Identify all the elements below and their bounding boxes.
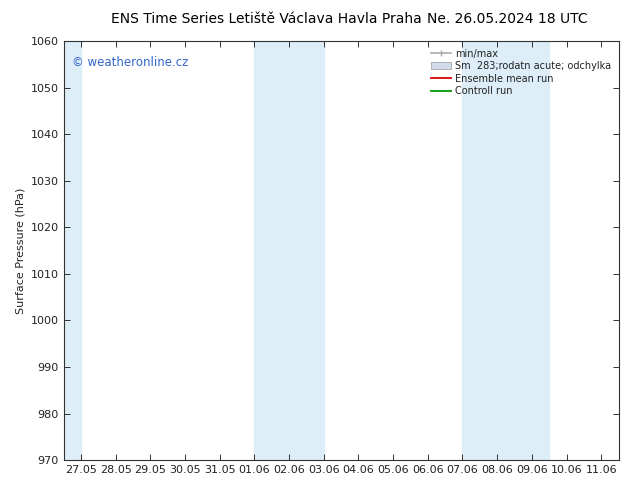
Text: © weatheronline.cz: © weatheronline.cz <box>72 56 188 69</box>
Legend: min/max, Sm  283;rodatn acute; odchylka, Ensemble mean run, Controll run: min/max, Sm 283;rodatn acute; odchylka, … <box>429 46 614 99</box>
Y-axis label: Surface Pressure (hPa): Surface Pressure (hPa) <box>15 187 25 314</box>
Text: ENS Time Series Letiště Václava Havla Praha: ENS Time Series Letiště Václava Havla Pr… <box>111 12 422 26</box>
Bar <box>462 41 549 460</box>
Bar <box>63 41 81 460</box>
Bar <box>254 41 324 460</box>
Text: Ne. 26.05.2024 18 UTC: Ne. 26.05.2024 18 UTC <box>427 12 588 26</box>
